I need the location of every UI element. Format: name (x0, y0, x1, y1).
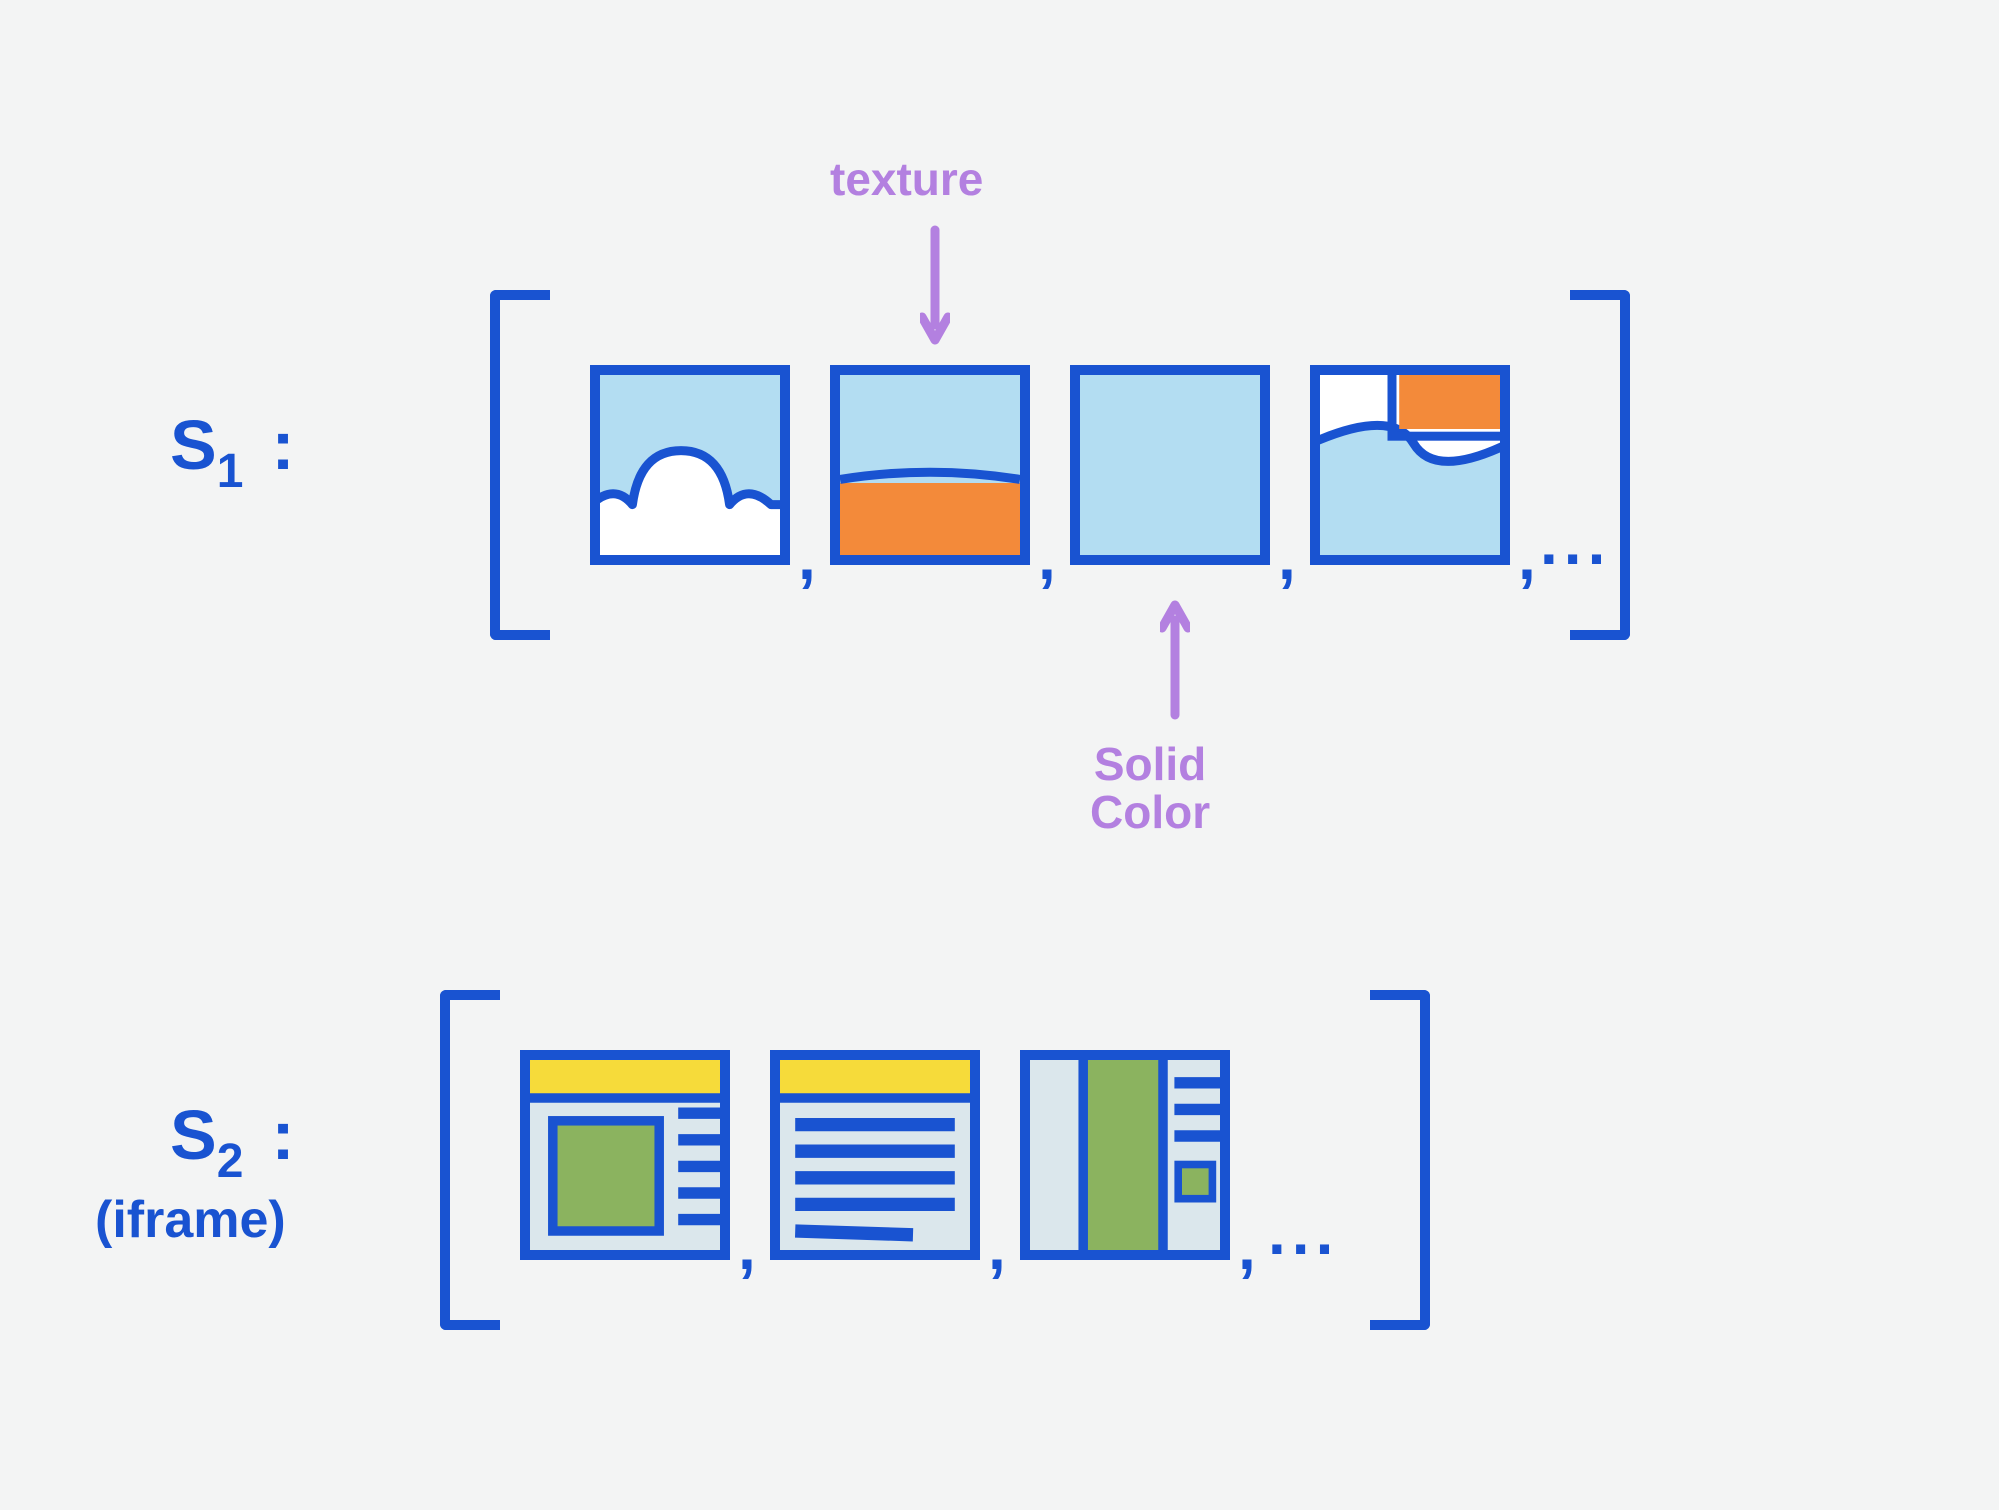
row2-bracket-left (440, 990, 500, 1330)
annotation-solid-color: Solid Color (1090, 740, 1210, 837)
row2-sublabel: (iframe) (95, 1190, 286, 1250)
row1-bracket-right (1570, 290, 1630, 640)
row2-swatch-1 (520, 1050, 730, 1260)
arrow-down-icon (920, 225, 950, 345)
row2-comma-1: , (738, 1210, 756, 1284)
row1-comma-1: , (798, 520, 816, 594)
diagram-stage: S1: , , , , ... texture (0, 0, 1999, 1510)
row2-swatch-2 (770, 1050, 980, 1260)
row2-label-main: S (170, 1096, 217, 1174)
row1-label-main: S (170, 406, 217, 484)
row1-comma-4: , (1518, 520, 1536, 594)
row2-swatch-3 (1020, 1050, 1230, 1260)
annotation-texture: texture (830, 155, 983, 203)
row1-swatch-1 (590, 365, 790, 565)
row1-label-sub: 1 (217, 445, 244, 498)
row2-label-sub: 2 (217, 1135, 244, 1188)
row1-swatch-2 (830, 365, 1030, 565)
row2-label: S2: (170, 1095, 295, 1175)
row1-bracket-left (490, 290, 550, 640)
row2-comma-3: , (1238, 1210, 1256, 1284)
row1-label-colon: : (271, 406, 294, 484)
row2-ellipsis: ... (1268, 1195, 1339, 1269)
row1-swatch-4 (1310, 365, 1510, 565)
row1-ellipsis: ... (1540, 505, 1611, 579)
row1-comma-3: , (1278, 520, 1296, 594)
arrow-up-icon (1160, 600, 1190, 720)
row1-comma-2: , (1038, 520, 1056, 594)
row2-label-colon: : (271, 1096, 294, 1174)
row2-comma-2: , (988, 1210, 1006, 1284)
row1-swatch-3 (1070, 365, 1270, 565)
row1-label: S1: (170, 405, 295, 485)
row2-bracket-right (1370, 990, 1430, 1330)
